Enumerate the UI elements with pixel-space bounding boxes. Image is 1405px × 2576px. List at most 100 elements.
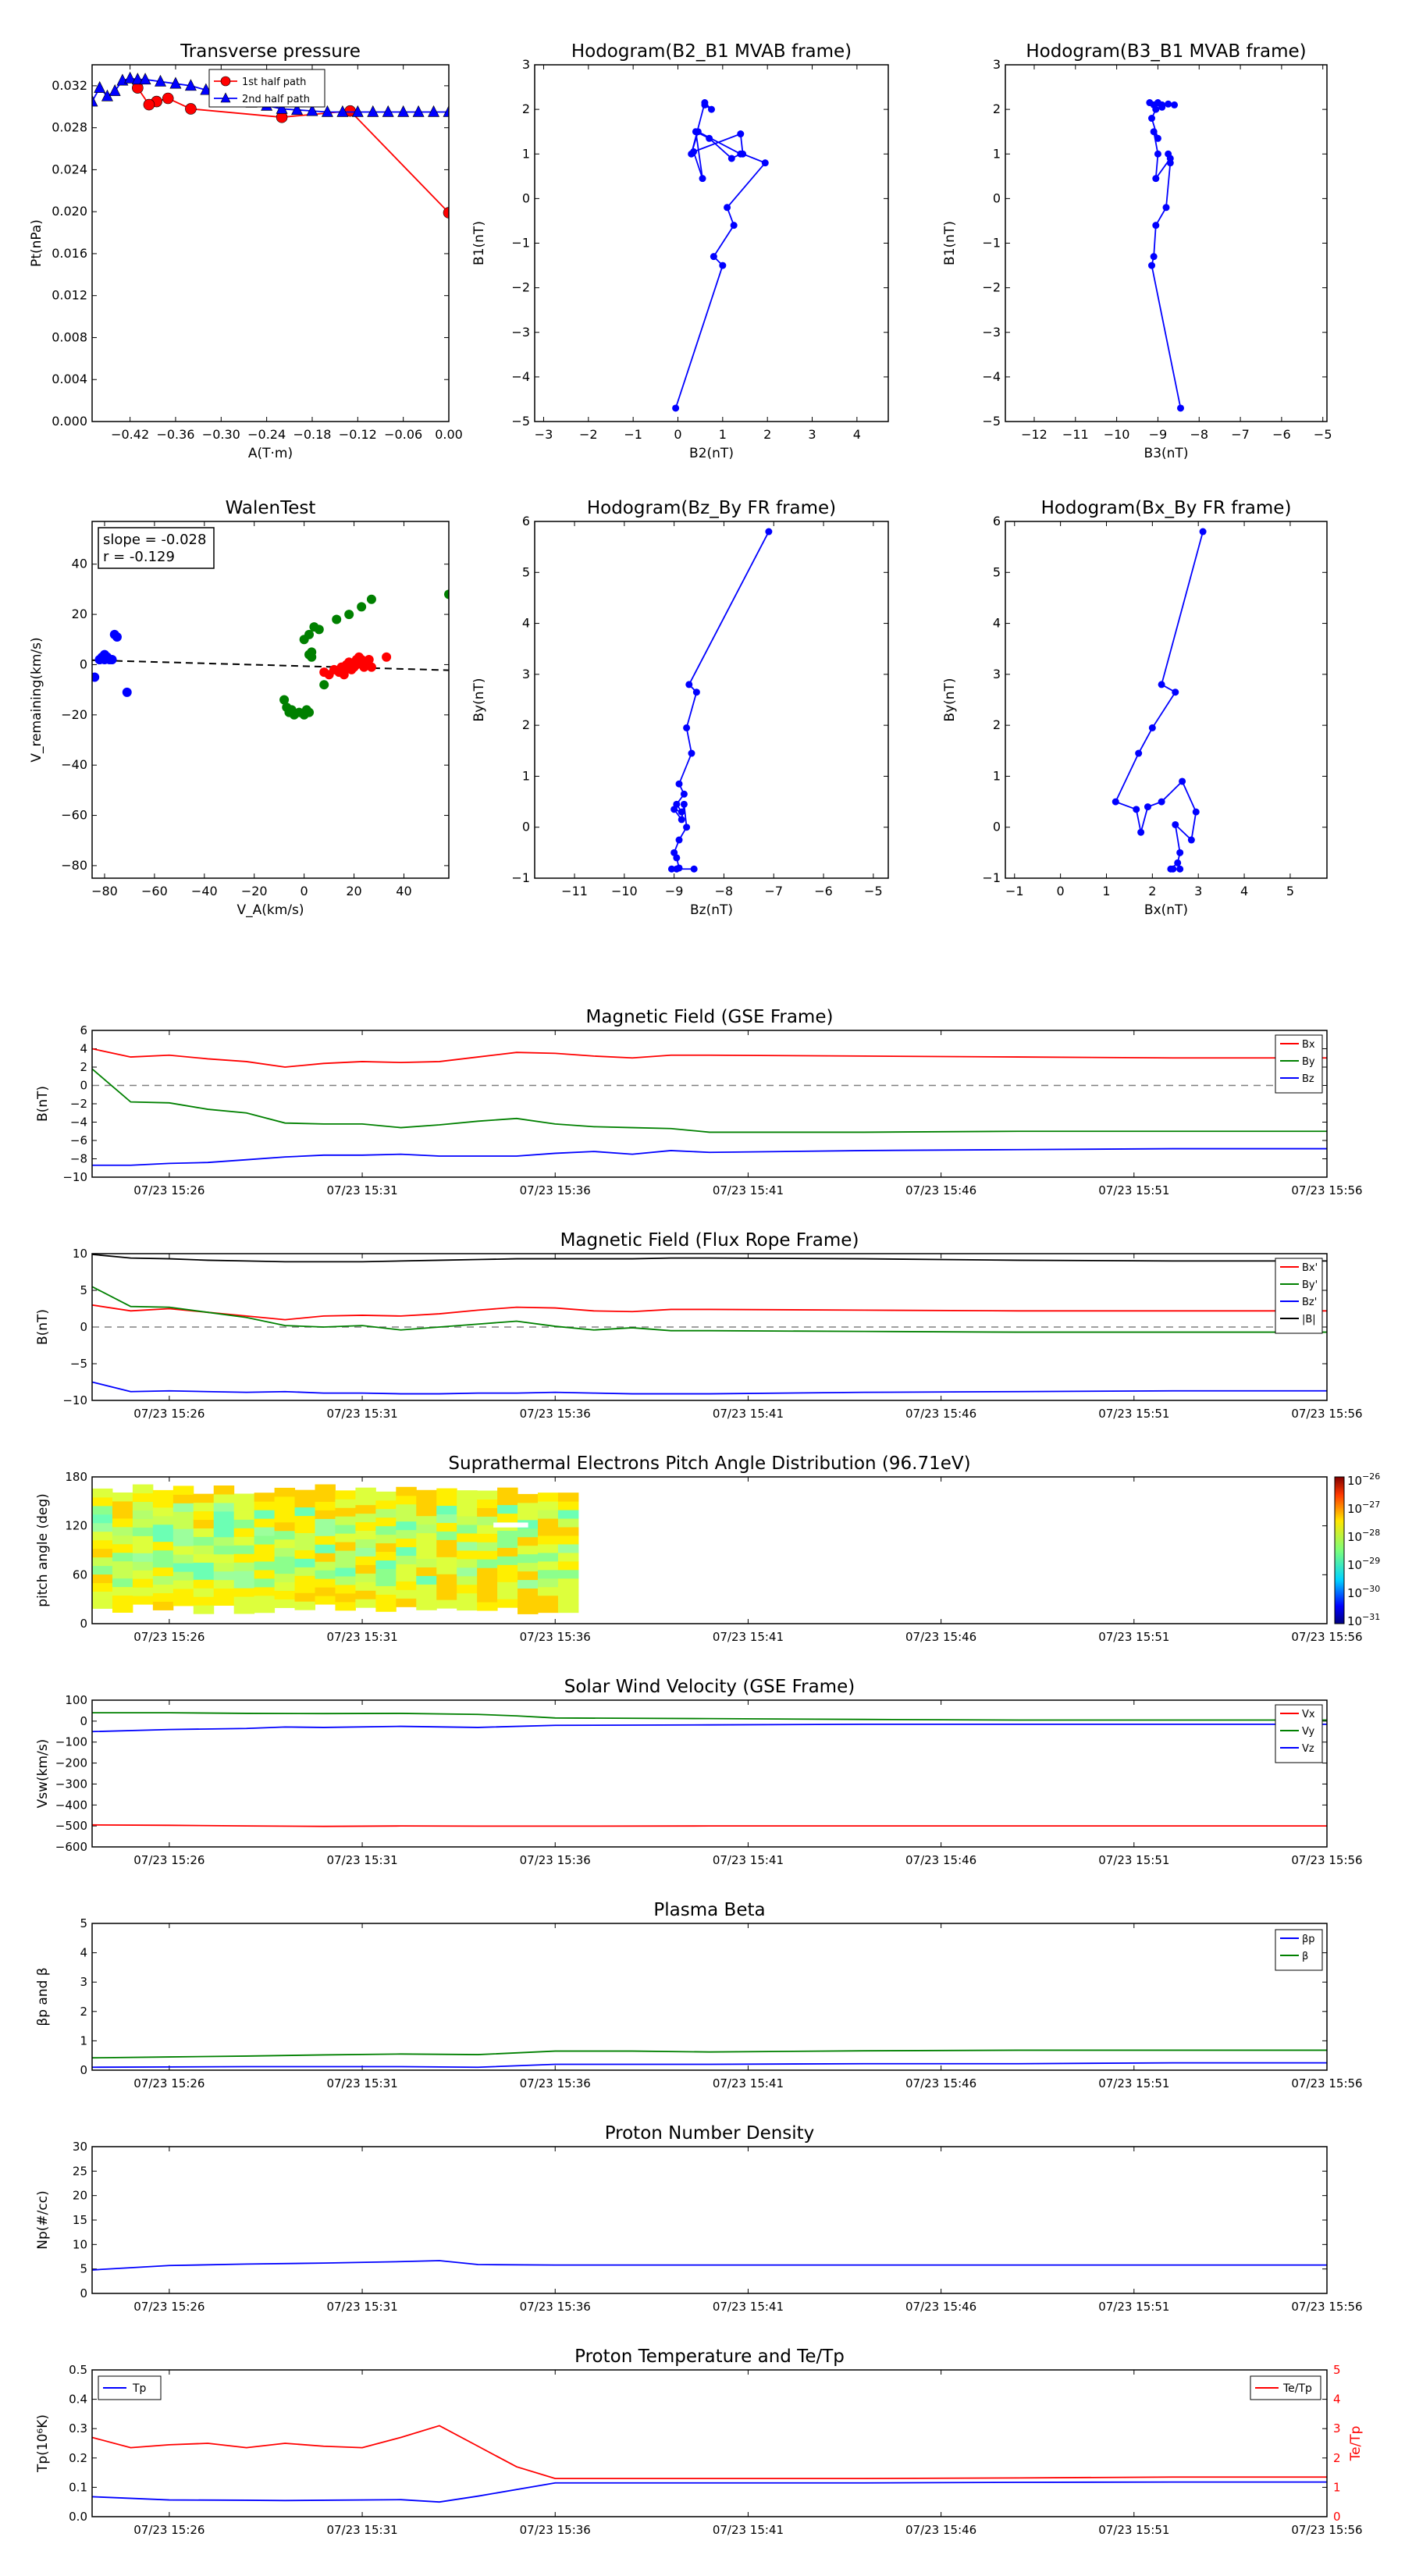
heatmap-cell: [152, 1558, 174, 1568]
legend: Bx' By' Bz' |B|: [1275, 1258, 1323, 1334]
heatmap-cell: [254, 1510, 276, 1519]
heatmap-cell: [518, 1596, 539, 1606]
heatmap-cell: [294, 1515, 316, 1525]
heatmap-cell: [497, 1496, 518, 1506]
axes-frame: [534, 64, 889, 422]
y-tick-label: −5: [982, 414, 1001, 429]
x-tick-label: 07/23 15:31: [326, 2300, 397, 2314]
legend-label: Bx': [1302, 1262, 1318, 1274]
x-axis-label: B3(nT): [1144, 446, 1189, 461]
heatmap-cell: [112, 1560, 133, 1571]
heatmap-cell: [416, 1592, 437, 1602]
y-tick-label: 0.1: [69, 2480, 87, 2494]
heatmap-cell: [457, 1516, 478, 1525]
heatmap-cell: [274, 1564, 296, 1574]
data-point: [108, 84, 121, 96]
y-tick-label: 10: [73, 1247, 87, 1261]
data-point: [304, 649, 315, 660]
y-tick-label: −4: [70, 1115, 87, 1130]
x-tick-label: −40: [191, 884, 218, 898]
heatmap-cell: [396, 1572, 417, 1582]
heatmap-cell: [518, 1545, 539, 1555]
heatmap-cell: [274, 1547, 296, 1557]
y-tick-label: 10: [73, 2237, 87, 2251]
heatmap-cell: [335, 1490, 356, 1500]
y-tick-label: 5: [80, 1916, 87, 1930]
heatmap-cell: [112, 1500, 133, 1510]
heatmap-cell: [173, 1571, 194, 1581]
heatmap-cell: [254, 1560, 276, 1571]
heatmap-cell: [274, 1599, 296, 1608]
y-tick-label: −500: [55, 1819, 87, 1833]
x-tick-label: 07/23 15:41: [713, 2523, 784, 2537]
y-axis-label: Np(#/cc): [35, 2190, 51, 2249]
heatmap-cell: [294, 1592, 316, 1602]
heatmap-cell: [132, 1587, 154, 1596]
y-tick-label: 2: [80, 2005, 87, 2019]
annotation-frame: [98, 527, 215, 569]
data-point: [685, 681, 693, 688]
data-point: [1158, 681, 1165, 688]
x-tick-label: 07/23 15:56: [1291, 1407, 1362, 1421]
heatmap-cell: [538, 1578, 559, 1588]
data-point: [1158, 101, 1166, 109]
y-tick-label: −200: [55, 1756, 87, 1770]
y-axis-label: Pt(nPa): [29, 219, 44, 267]
heatmap-cell: [355, 1556, 376, 1565]
data-point: [139, 73, 151, 85]
legend-label: Bz': [1302, 1297, 1317, 1308]
heatmap-cell: [92, 1574, 113, 1584]
legend-label: Vz: [1302, 1743, 1314, 1755]
axes-frame: [91, 1476, 1328, 1624]
heatmap-cell: [497, 1590, 518, 1599]
heatmap-cell: [213, 1510, 235, 1521]
heatmap-cell: [152, 1541, 174, 1551]
data-point: [701, 101, 709, 109]
x-axis-label: B2(nT): [689, 446, 734, 461]
data-point: [688, 150, 695, 158]
y-tick-label: 3: [522, 667, 530, 681]
data-point: [670, 806, 678, 813]
data-point: [667, 865, 675, 873]
heatmap-cell: [518, 1579, 539, 1589]
x-axis-label: V_A(km/s): [237, 902, 304, 918]
data-point: [680, 790, 688, 798]
legend-label: β: [1302, 1951, 1308, 1962]
heatmap-cell: [538, 1527, 559, 1536]
data-point: [680, 800, 688, 808]
data-point: [1135, 749, 1143, 757]
heatmap-cell: [375, 1568, 397, 1578]
legend: Te/Tp: [1250, 2375, 1321, 2400]
legend: βp β: [1275, 1929, 1323, 1971]
heatmap-cell: [274, 1573, 296, 1583]
heatmap-cell: [152, 1550, 174, 1560]
y-tick-label: 180: [65, 1470, 87, 1484]
legend-frame: [1275, 1929, 1323, 1971]
heatmap-cell: [173, 1485, 194, 1495]
x-tick-label: 07/23 15:36: [520, 1630, 591, 1644]
heatmap-cell: [497, 1599, 518, 1608]
legend-frame: [1275, 1034, 1323, 1094]
chart-ts_tp: Proton Temperature and Te/Tp 07/23 15:26 0…: [35, 2347, 1364, 2537]
data-point: [1162, 204, 1170, 212]
data-point: [1152, 222, 1160, 229]
heatmap-cell: [274, 1539, 296, 1549]
series-line-data: [1115, 531, 1204, 870]
x-tick-label: −11: [561, 884, 588, 898]
heatmap-cell: [112, 1569, 133, 1579]
heatmap-cell: [557, 1510, 579, 1519]
heatmap-cell: [355, 1487, 376, 1497]
heatmap-cell: [213, 1502, 235, 1512]
heatmap-cell: [436, 1488, 457, 1498]
y-tick-label: 0.016: [52, 246, 87, 261]
y-right-tick-label: 4: [1333, 2393, 1341, 2407]
x-tick-label: 07/23 15:51: [1098, 1853, 1169, 1867]
heatmap-cell: [112, 1543, 133, 1553]
chart-h4: Hodogram(Bx_By FR frame) −1 0 1 2 3 4 5 −1 0 1 2 3 4 5…: [942, 498, 1328, 918]
heatmap-cell: [294, 1507, 316, 1517]
x-tick-label: 2: [1148, 884, 1156, 898]
x-tick-label: 0: [301, 884, 308, 898]
y-tick-label: 3: [522, 57, 530, 72]
heatmap-cell: [193, 1493, 215, 1503]
